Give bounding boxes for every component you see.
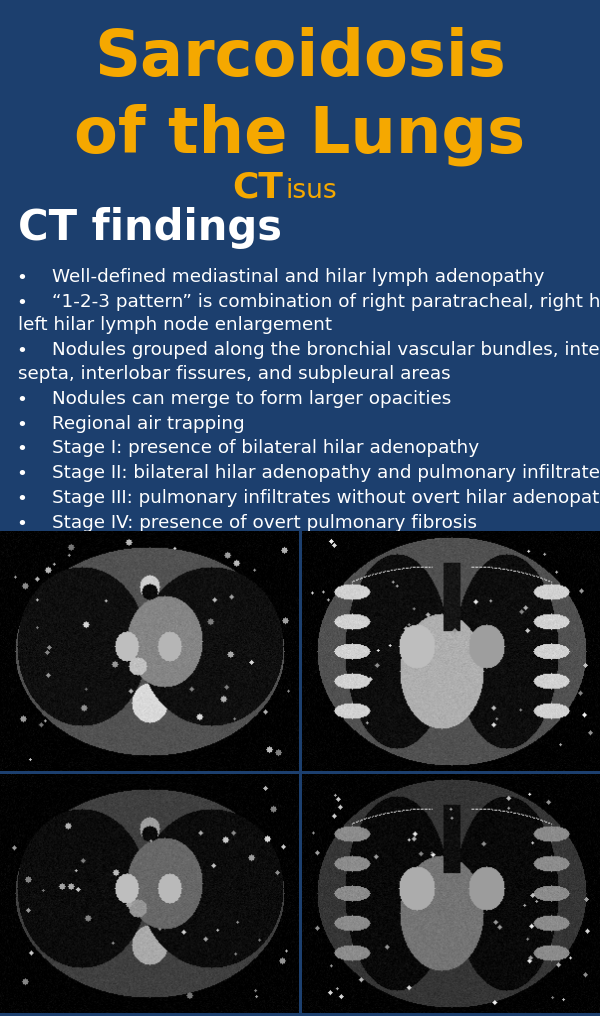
Text: •: • [17, 342, 28, 360]
Text: “1-2-3 pattern” is combination of right paratracheal, right hilar, and: “1-2-3 pattern” is combination of right … [52, 293, 600, 311]
Text: •: • [17, 491, 28, 508]
Text: •: • [17, 268, 28, 287]
Text: Nodules can merge to form larger opacities: Nodules can merge to form larger opaciti… [52, 389, 451, 407]
Text: •: • [17, 416, 28, 434]
Text: Sarcoidosis: Sarcoidosis [94, 27, 506, 89]
Text: CT findings: CT findings [18, 206, 282, 249]
Text: Stage IV: presence of overt pulmonary fibrosis: Stage IV: presence of overt pulmonary fi… [52, 514, 477, 532]
Text: •: • [17, 465, 28, 484]
Text: Regional air trapping: Regional air trapping [52, 415, 245, 433]
Text: of the Lungs: of the Lungs [74, 104, 526, 166]
Text: CT: CT [232, 171, 283, 205]
Text: Stage II: bilateral hilar adenopathy and pulmonary infiltrates: Stage II: bilateral hilar adenopathy and… [52, 464, 600, 483]
Text: isus: isus [286, 178, 338, 204]
Text: •: • [17, 441, 28, 458]
Text: •: • [17, 294, 28, 312]
Text: Stage III: pulmonary infiltrates without overt hilar adenopathy: Stage III: pulmonary infiltrates without… [52, 490, 600, 507]
Text: left hilar lymph node enlargement: left hilar lymph node enlargement [18, 316, 332, 334]
Text: Stage I: presence of bilateral hilar adenopathy: Stage I: presence of bilateral hilar ade… [52, 440, 479, 457]
Text: Nodules grouped along the bronchial vascular bundles, interlobular: Nodules grouped along the bronchial vasc… [52, 341, 600, 359]
Text: •: • [17, 515, 28, 533]
Text: •: • [17, 390, 28, 408]
Text: Well-defined mediastinal and hilar lymph adenopathy: Well-defined mediastinal and hilar lymph… [52, 267, 544, 285]
Text: septa, interlobar fissures, and subpleural areas: septa, interlobar fissures, and subpleur… [18, 365, 451, 383]
